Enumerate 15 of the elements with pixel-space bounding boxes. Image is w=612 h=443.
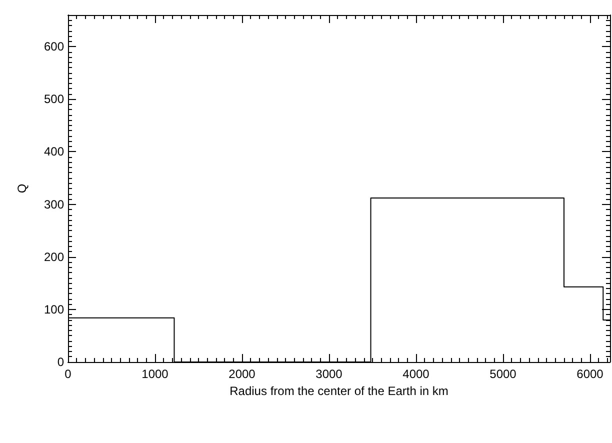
y-tick-label: 500 [44,92,64,106]
x-tick-label: 2000 [228,367,256,381]
y-axis-title: Q [15,184,29,194]
x-tick-label: 4000 [402,367,430,381]
y-tick-label: 200 [44,250,64,264]
y-tick-label: 0 [57,355,64,369]
y-tick-label: 600 [44,40,64,54]
x-tick-label: 3000 [316,367,343,381]
x-tick-label: 1000 [142,367,169,381]
y-tick-label: 400 [44,144,64,159]
x-tick-label: 5000 [490,367,517,381]
y-tick-label: 300 [44,197,64,212]
x-tick-label: 6000 [576,367,604,381]
x-axis-title: Radius from the center of the Earth in km [230,384,448,398]
y-tick-label: 100 [44,302,64,316]
